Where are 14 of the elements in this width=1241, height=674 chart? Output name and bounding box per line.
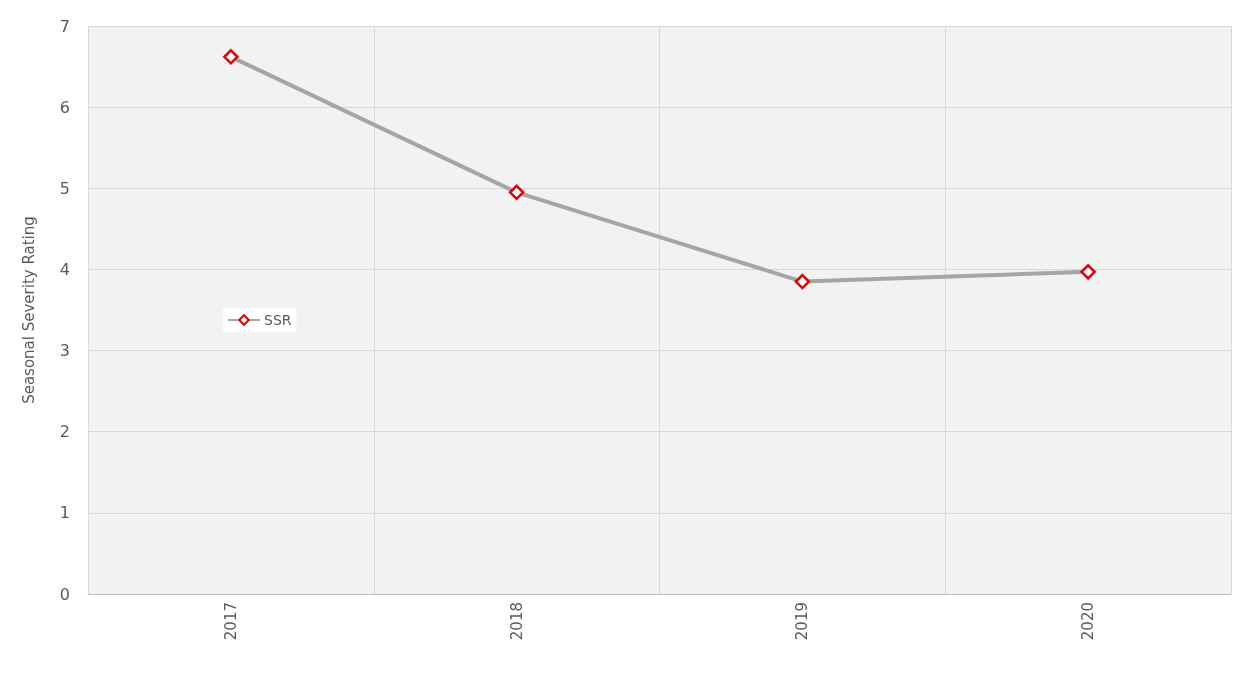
y-tick-label: 1 [59,503,70,523]
x-tick-label: 2019 [793,602,812,641]
y-tick-label: 5 [59,178,70,198]
y-tick-label: 0 [59,584,70,604]
y-tick-label: 7 [59,16,70,36]
x-tick-label: 2017 [221,602,240,641]
y-tick-label: 3 [59,341,70,361]
y-tick-label: 6 [59,97,70,117]
x-tick-label: 2018 [507,602,526,641]
y-axis-title: Seasonal Severity Rating [19,216,38,404]
y-tick-label: 2 [59,422,70,442]
x-tick-label: 2020 [1079,602,1098,641]
legend-label: SSR [264,312,292,328]
y-tick-label: 4 [59,259,70,279]
